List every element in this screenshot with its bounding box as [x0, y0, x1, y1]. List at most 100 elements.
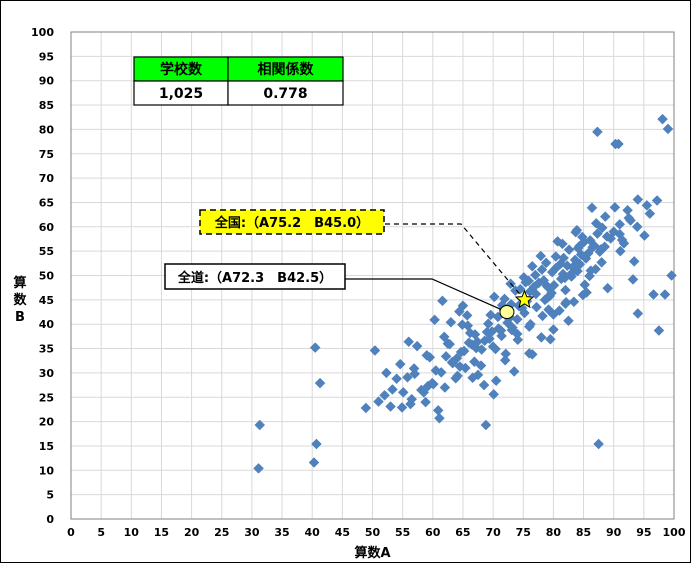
data-point: [434, 412, 445, 424]
data-point: [469, 356, 480, 368]
data-point: [450, 372, 462, 384]
data-point: [529, 269, 541, 281]
table-value-label: 1,025: [159, 86, 203, 102]
data-point: [585, 265, 597, 276]
data-point: [586, 202, 598, 214]
data-point: [475, 360, 487, 371]
data-point: [548, 324, 559, 335]
y-tick-label: 40: [39, 318, 55, 331]
data-point: [411, 340, 423, 352]
data-point: [593, 438, 604, 450]
data-point: [608, 226, 620, 238]
data-point: [628, 256, 640, 267]
data-point: [525, 318, 536, 330]
data-point: [308, 457, 320, 468]
data-point: [631, 221, 643, 233]
data-point: [552, 236, 563, 247]
national-label: 全国:（A75.2 B45.0）: [214, 215, 369, 231]
data-point: [571, 224, 583, 236]
data-point: [616, 234, 628, 246]
x-tick-label: 30: [244, 526, 260, 539]
x-tick-label: 50: [365, 526, 381, 539]
y-tick-label: 15: [39, 440, 54, 453]
data-point: [369, 345, 381, 356]
y-tick-label: 100: [31, 26, 54, 39]
x-tick-label: 95: [636, 526, 651, 539]
y-axis-title: 算数B: [13, 275, 27, 325]
data-point: [550, 251, 562, 262]
data-point: [309, 342, 321, 353]
data-point: [381, 367, 392, 379]
y-tick-label: 45: [39, 294, 54, 307]
data-point: [601, 231, 613, 242]
x-tick-label: 85: [576, 526, 591, 539]
data-point: [625, 215, 636, 226]
data-point: [429, 314, 440, 326]
data-point: [568, 296, 580, 308]
data-point: [461, 310, 473, 321]
x-tick-label: 75: [516, 526, 531, 539]
data-point: [540, 257, 552, 269]
x-tick-label: 0: [67, 526, 75, 539]
hokkaido-leader-line: [345, 278, 508, 313]
y-tick-label: 70: [39, 172, 55, 185]
data-point: [458, 345, 470, 357]
data-point: [554, 305, 565, 316]
data-point: [666, 270, 677, 281]
x-tick-label: 70: [485, 526, 501, 539]
data-point: [403, 336, 415, 348]
data-point: [609, 201, 621, 213]
y-tick-label: 60: [39, 221, 55, 234]
data-point: [311, 438, 322, 450]
table-value-cell: [133, 80, 229, 106]
table-header-label: 相関係数: [258, 61, 315, 78]
x-tick-label: 25: [214, 526, 229, 539]
data-point: [526, 260, 538, 272]
data-point: [420, 396, 431, 408]
data-point: [445, 316, 457, 328]
data-point: [614, 219, 626, 230]
data-point: [490, 375, 502, 387]
data-point: [426, 377, 438, 389]
data-point: [424, 351, 436, 363]
national-label-box: [199, 209, 385, 235]
data-point: [508, 366, 520, 377]
x-tick-label: 100: [663, 526, 686, 539]
data-point: [456, 319, 468, 331]
data-point: [545, 333, 556, 345]
x-tick-label: 45: [335, 526, 350, 539]
data-point: [496, 330, 507, 342]
data-point: [542, 292, 553, 304]
data-point: [486, 326, 498, 337]
data-point: [453, 306, 465, 317]
y-tick-label: 95: [39, 50, 54, 63]
data-point: [397, 387, 409, 398]
data-point: [602, 282, 614, 294]
x-tick-label: 55: [395, 526, 410, 539]
data-point: [480, 419, 492, 431]
data-point: [537, 310, 548, 322]
x-tick-label: 15: [154, 526, 169, 539]
data-point: [435, 367, 447, 378]
table-header-label: 学校数: [160, 61, 203, 78]
y-axis-title-char: 数: [13, 292, 27, 308]
x-tick-label: 40: [305, 526, 321, 539]
y-tick-label: 35: [39, 343, 54, 356]
x-tick-label: 10: [124, 526, 140, 539]
data-point: [490, 343, 501, 355]
y-axis-title-char: B: [15, 310, 25, 325]
data-point: [644, 208, 656, 220]
data-point: [651, 195, 663, 206]
data-point: [432, 405, 444, 416]
data-point: [488, 291, 500, 303]
data-point: [405, 398, 416, 410]
y-tick-label: 5: [46, 489, 54, 502]
x-tick-label: 20: [184, 526, 200, 539]
data-point: [360, 402, 372, 414]
data-point: [596, 256, 607, 268]
y-tick-label: 90: [39, 75, 55, 88]
data-point: [440, 350, 452, 362]
y-tick-label: 75: [39, 148, 54, 161]
data-point: [379, 389, 390, 401]
data-point: [391, 373, 402, 385]
